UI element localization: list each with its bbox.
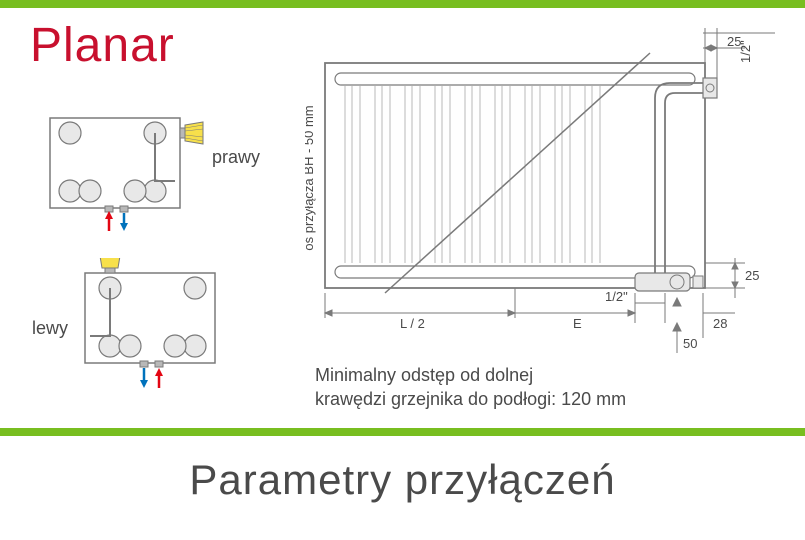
variant-right-diagram: prawy	[30, 103, 305, 238]
technical-drawing: oś przyłącza BH - 50 mm	[305, 18, 785, 358]
note-line-2: krawędzi grzejnika do podłogi: 120 mm	[315, 387, 626, 411]
dim-l-half: L / 2	[400, 316, 425, 331]
variant-left-diagram: lewy	[30, 258, 305, 398]
clearance-note: Minimalny odstęp od dolnej krawędzi grze…	[315, 363, 626, 411]
top-green-bar	[0, 0, 805, 8]
brand-title: Planar	[30, 18, 305, 73]
left-column: Planar	[30, 18, 305, 418]
dim-50: 50	[683, 336, 697, 351]
main-content: Planar	[0, 8, 805, 428]
dim-half-inch-bot: 1/2"	[605, 289, 628, 304]
dim-e: E	[573, 316, 582, 331]
variant-left-label: lewy	[32, 318, 68, 339]
dim-28: 28	[713, 316, 727, 331]
dim-right-25: 25	[745, 268, 759, 283]
variant-right-label: prawy	[212, 147, 260, 168]
note-line-1: Minimalny odstęp od dolnej	[315, 363, 626, 387]
right-column: oś przyłącza BH - 50 mm	[305, 18, 785, 418]
dim-half-inch-top: 1/2"	[738, 40, 753, 63]
mid-green-bar	[0, 428, 805, 436]
section-title: Parametry przyłączeń	[0, 436, 805, 504]
axis-label: oś przyłącza BH - 50 mm	[305, 105, 316, 250]
